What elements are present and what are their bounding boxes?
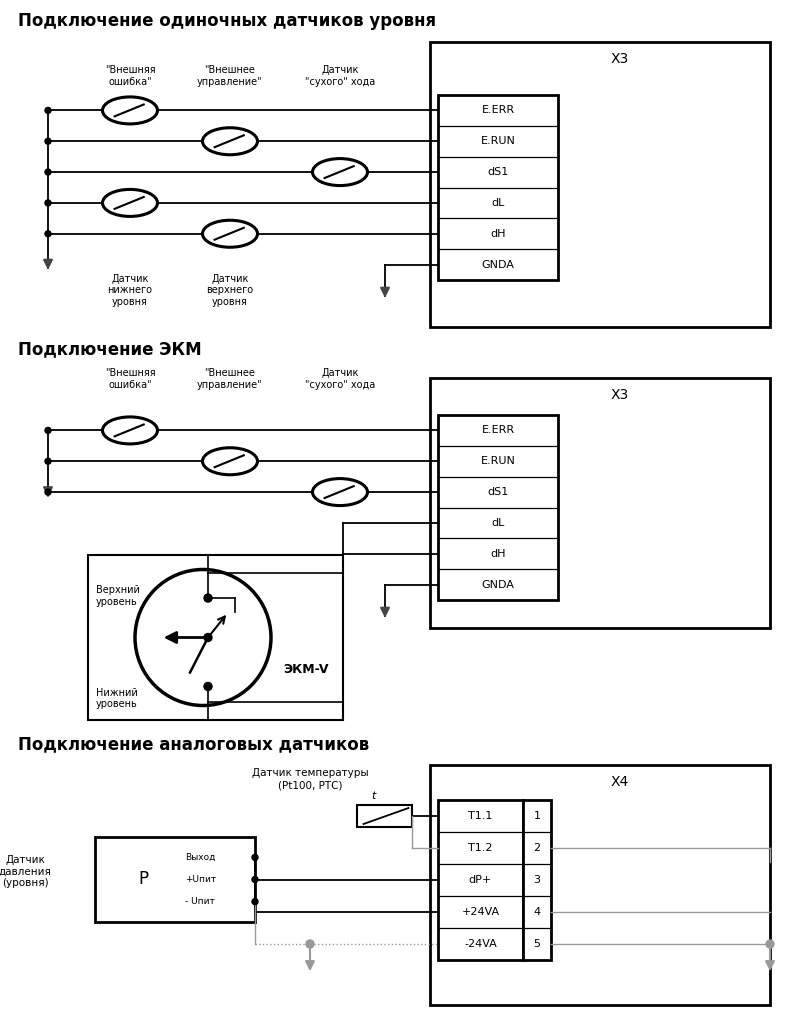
Text: Подключение ЭКМ: Подключение ЭКМ <box>18 340 202 358</box>
Ellipse shape <box>313 478 367 506</box>
Text: +Uпит: +Uпит <box>185 874 216 884</box>
Text: E.RUN: E.RUN <box>481 136 515 146</box>
Circle shape <box>252 877 258 883</box>
Text: E.ERR: E.ERR <box>481 425 515 435</box>
Circle shape <box>45 138 51 144</box>
Ellipse shape <box>313 159 367 185</box>
Ellipse shape <box>203 447 258 475</box>
Circle shape <box>45 489 51 495</box>
Circle shape <box>45 459 51 464</box>
Text: E.ERR: E.ERR <box>481 105 515 116</box>
Bar <box>358 805 412 827</box>
Text: Нижний
уровень: Нижний уровень <box>96 688 138 710</box>
Text: Датчик
верхнего
уровня: Датчик верхнего уровня <box>206 273 254 307</box>
Bar <box>88 555 343 720</box>
Text: Датчик
"сухого" хода: Датчик "сухого" хода <box>305 368 375 389</box>
Bar <box>430 42 770 327</box>
Text: X3: X3 <box>611 52 629 66</box>
Text: dS1: dS1 <box>487 167 508 177</box>
Text: +24VA: +24VA <box>462 907 500 918</box>
Circle shape <box>45 169 51 175</box>
Text: T1.1: T1.1 <box>468 811 492 821</box>
Text: 3: 3 <box>533 874 541 885</box>
Circle shape <box>252 899 258 904</box>
Text: dL: dL <box>491 198 504 208</box>
Bar <box>95 837 255 922</box>
Text: Датчик
нижнего
уровня: Датчик нижнего уровня <box>107 273 153 307</box>
Circle shape <box>252 854 258 860</box>
Text: "Внешняя
ошибка": "Внешняя ошибка" <box>105 65 155 87</box>
Text: dL: dL <box>491 518 504 528</box>
Circle shape <box>45 230 51 237</box>
Ellipse shape <box>203 128 258 155</box>
Text: T1.2: T1.2 <box>468 843 492 853</box>
Circle shape <box>45 427 51 433</box>
Bar <box>430 765 770 1005</box>
Text: dP+: dP+ <box>469 874 492 885</box>
Bar <box>438 95 558 280</box>
Text: Датчик
давления
(уровня): Датчик давления (уровня) <box>0 855 51 888</box>
Bar <box>430 378 770 628</box>
Circle shape <box>135 569 271 706</box>
Text: - Uпит: - Uпит <box>185 897 215 906</box>
Ellipse shape <box>102 97 158 124</box>
Text: 4: 4 <box>533 907 541 918</box>
Ellipse shape <box>203 220 258 247</box>
Text: dH: dH <box>490 549 506 559</box>
Bar <box>438 415 558 600</box>
Text: "Внешнее
управление": "Внешнее управление" <box>197 65 263 87</box>
Bar <box>523 800 551 961</box>
Circle shape <box>45 200 51 206</box>
Text: Выход: Выход <box>185 853 215 862</box>
Circle shape <box>204 682 212 690</box>
Ellipse shape <box>102 417 158 444</box>
Text: Подключение одиночных датчиков уровня: Подключение одиночных датчиков уровня <box>18 12 436 30</box>
Text: dS1: dS1 <box>487 487 508 497</box>
Text: GNDA: GNDA <box>481 259 515 269</box>
Text: X3: X3 <box>611 388 629 402</box>
Circle shape <box>204 634 212 641</box>
Text: "Внешнее
управление": "Внешнее управление" <box>197 368 263 389</box>
Circle shape <box>306 940 314 948</box>
Text: -24VA: -24VA <box>464 939 497 949</box>
Text: E.RUN: E.RUN <box>481 457 515 466</box>
Ellipse shape <box>102 189 158 216</box>
Circle shape <box>45 108 51 114</box>
Text: Датчик температуры
(Pt100, РТС): Датчик температуры (Pt100, РТС) <box>251 768 368 790</box>
Text: 1: 1 <box>533 811 541 821</box>
Text: X4: X4 <box>611 775 629 790</box>
Text: t: t <box>371 791 375 801</box>
Text: Верхний
уровень: Верхний уровень <box>96 586 140 607</box>
Text: 2: 2 <box>533 843 541 853</box>
Text: GNDA: GNDA <box>481 580 515 590</box>
Text: "Внешняя
ошибка": "Внешняя ошибка" <box>105 368 155 389</box>
Text: P: P <box>138 870 148 889</box>
Text: Датчик
"сухого" хода: Датчик "сухого" хода <box>305 65 375 87</box>
Text: 5: 5 <box>533 939 541 949</box>
Bar <box>438 800 523 961</box>
Text: ЭКМ-V: ЭКМ-V <box>283 663 329 676</box>
Text: dH: dH <box>490 228 506 239</box>
Circle shape <box>204 594 212 602</box>
Circle shape <box>766 940 774 948</box>
Text: Подключение аналоговых датчиков: Подключение аналоговых датчиков <box>18 735 370 753</box>
